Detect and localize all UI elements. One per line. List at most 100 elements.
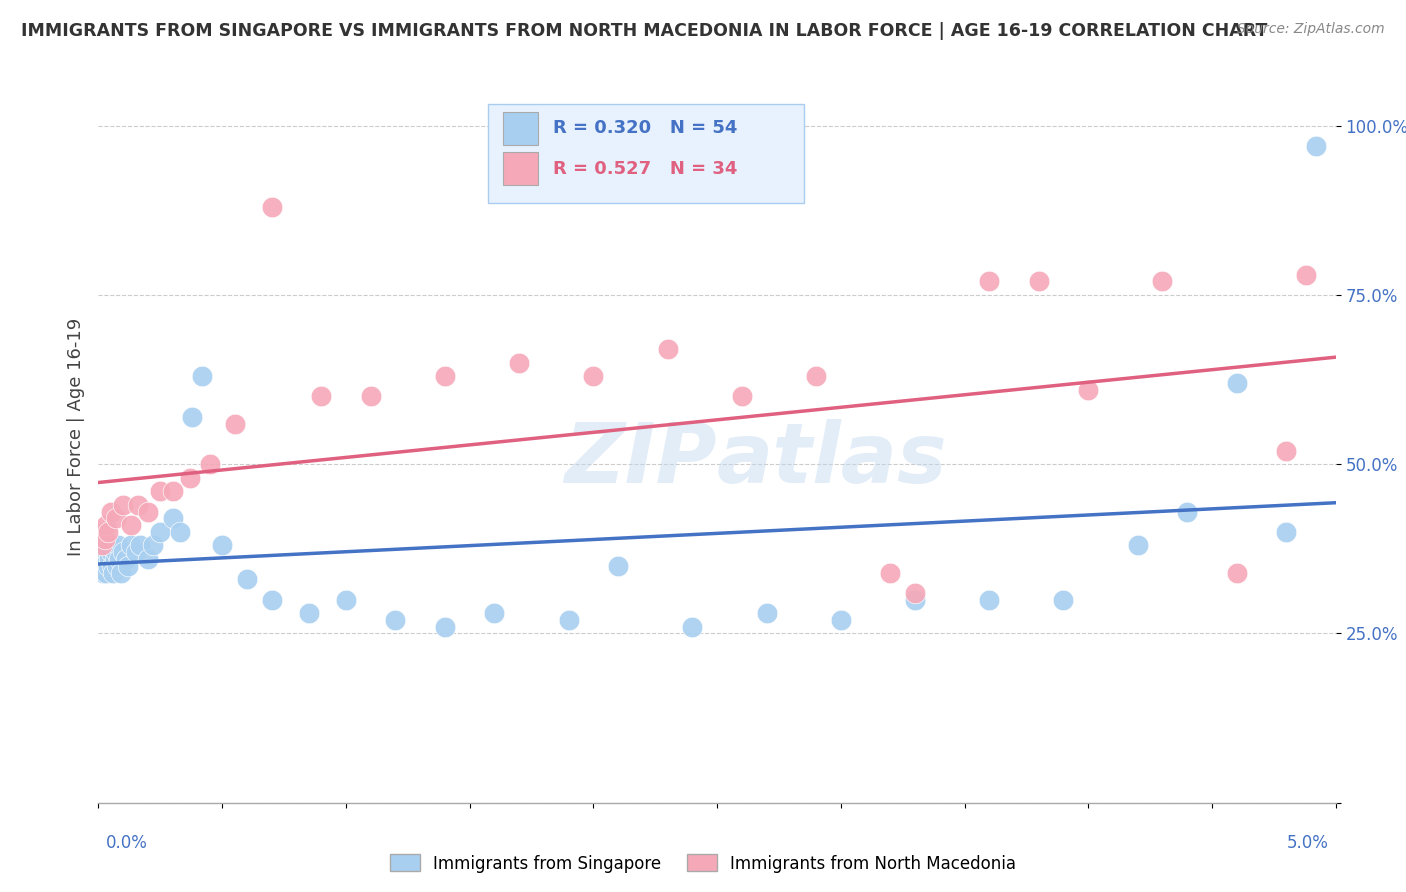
Text: ZIP: ZIP [564, 418, 717, 500]
Point [607, 558, 630, 573]
Point [1226, 376, 1249, 390]
Point [1226, 566, 1249, 580]
Point [129, 538, 152, 552]
Point [110, 566, 132, 580]
Point [93, 545, 115, 559]
Point [1028, 274, 1050, 288]
Point [260, 592, 283, 607]
FancyBboxPatch shape [488, 104, 804, 203]
Point [484, 606, 506, 620]
Point [96, 566, 118, 580]
Point [91, 566, 114, 580]
Point [236, 572, 259, 586]
Text: IMMIGRANTS FROM SINGAPORE VS IMMIGRANTS FROM NORTH MACEDONIA IN LABOR FORCE | AG: IMMIGRANTS FROM SINGAPORE VS IMMIGRANTS … [21, 22, 1267, 40]
Point [309, 389, 332, 403]
Point [108, 552, 131, 566]
Point [100, 505, 122, 519]
Point [260, 200, 283, 214]
Point [830, 613, 852, 627]
Point [179, 471, 201, 485]
Point [681, 620, 703, 634]
Point [162, 484, 184, 499]
Point [755, 606, 778, 620]
Point [211, 538, 233, 552]
Point [557, 613, 579, 627]
Point [433, 369, 456, 384]
Point [120, 538, 142, 552]
Point [93, 524, 115, 539]
Point [508, 355, 530, 369]
Point [1077, 383, 1099, 397]
Point [1305, 139, 1327, 153]
FancyBboxPatch shape [503, 112, 537, 145]
Point [1295, 268, 1317, 282]
Point [112, 545, 135, 559]
Text: Source: ZipAtlas.com: Source: ZipAtlas.com [1237, 22, 1385, 37]
Point [904, 586, 927, 600]
Point [1275, 443, 1298, 458]
Point [979, 274, 1001, 288]
Point [360, 389, 382, 403]
Point [181, 409, 204, 424]
Point [93, 532, 115, 546]
Text: R = 0.320   N = 54: R = 0.320 N = 54 [553, 120, 737, 137]
Point [335, 592, 357, 607]
Point [104, 511, 127, 525]
Point [224, 417, 246, 431]
Point [103, 552, 125, 566]
Point [1052, 592, 1074, 607]
Point [142, 538, 165, 552]
Point [1275, 524, 1298, 539]
Point [731, 389, 754, 403]
Point [112, 498, 135, 512]
Point [136, 505, 159, 519]
Point [149, 484, 172, 499]
Point [120, 518, 142, 533]
Point [105, 558, 128, 573]
Point [879, 566, 901, 580]
Text: 0.0%: 0.0% [105, 834, 148, 852]
Point [162, 511, 184, 525]
Point [149, 524, 172, 539]
Text: R = 0.527   N = 34: R = 0.527 N = 34 [553, 160, 737, 178]
Point [96, 545, 118, 559]
FancyBboxPatch shape [503, 152, 537, 185]
Text: atlas: atlas [717, 418, 948, 500]
Point [104, 545, 127, 559]
Point [94, 552, 117, 566]
Point [582, 369, 605, 384]
Point [97, 558, 120, 573]
Point [97, 524, 120, 539]
Point [103, 566, 125, 580]
Point [136, 552, 159, 566]
Legend: Immigrants from Singapore, Immigrants from North Macedonia: Immigrants from Singapore, Immigrants fr… [384, 847, 1022, 880]
Point [114, 552, 136, 566]
Point [98, 538, 121, 552]
Point [91, 552, 114, 566]
Point [1126, 538, 1149, 552]
Point [91, 538, 114, 552]
Point [93, 558, 115, 573]
Point [97, 552, 120, 566]
Point [433, 620, 456, 634]
Y-axis label: In Labor Force | Age 16-19: In Labor Force | Age 16-19 [66, 318, 84, 557]
Point [100, 545, 122, 559]
Point [979, 592, 1001, 607]
Point [804, 369, 827, 384]
Point [127, 498, 149, 512]
Point [117, 558, 139, 573]
Point [1152, 274, 1174, 288]
Point [657, 342, 679, 356]
Point [107, 538, 129, 552]
Point [904, 592, 927, 607]
Point [93, 538, 115, 552]
Point [101, 558, 124, 573]
Point [384, 613, 406, 627]
Point [298, 606, 321, 620]
Point [169, 524, 191, 539]
Point [1175, 505, 1198, 519]
Point [191, 369, 214, 384]
Text: 5.0%: 5.0% [1286, 834, 1329, 852]
Point [124, 545, 146, 559]
Point [94, 518, 117, 533]
